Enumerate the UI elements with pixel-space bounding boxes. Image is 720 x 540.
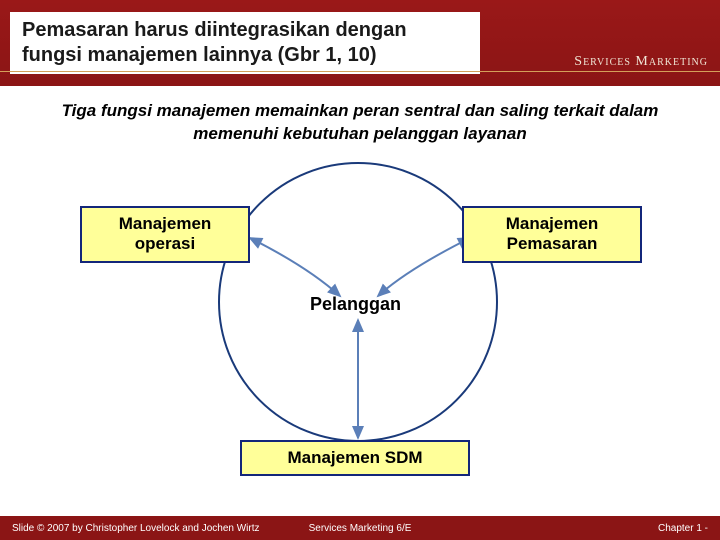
- title-box: Pemasaran harus diintegrasikan dengan fu…: [10, 12, 480, 74]
- node-sdm: Manajemen SDM: [240, 440, 470, 476]
- node-mkt-line1: Manajemen: [506, 214, 599, 233]
- footer-left: Slide © 2007 by Christopher Lovelock and…: [12, 523, 260, 534]
- node-sdm-line1: Manajemen SDM: [287, 448, 422, 467]
- diagram-area: Manajemen operasi Manajemen Pemasaran Ma…: [0, 158, 720, 518]
- footer-center: Services Marketing 6/E: [309, 523, 412, 534]
- node-ops-line1: Manajemen: [119, 214, 212, 233]
- slide-content: Tiga fungsi manajemen memainkan peran se…: [0, 86, 720, 516]
- node-ops-line2: operasi: [135, 234, 195, 253]
- slide-header: Pemasaran harus diintegrasikan dengan fu…: [0, 0, 720, 86]
- slide-footer: Slide © 2007 by Christopher Lovelock and…: [0, 516, 720, 540]
- node-mkt-line2: Pemasaran: [507, 234, 598, 253]
- brand-label: Services Marketing: [574, 54, 708, 70]
- header-accent-line: [0, 71, 720, 72]
- slide-title: Pemasaran harus diintegrasikan dengan fu…: [22, 18, 468, 68]
- center-label: Pelanggan: [310, 294, 401, 315]
- node-ops: Manajemen operasi: [80, 206, 250, 263]
- subheading: Tiga fungsi manajemen memainkan peran se…: [0, 86, 720, 152]
- footer-right: Chapter 1 -: [658, 523, 708, 534]
- node-mkt: Manajemen Pemasaran: [462, 206, 642, 263]
